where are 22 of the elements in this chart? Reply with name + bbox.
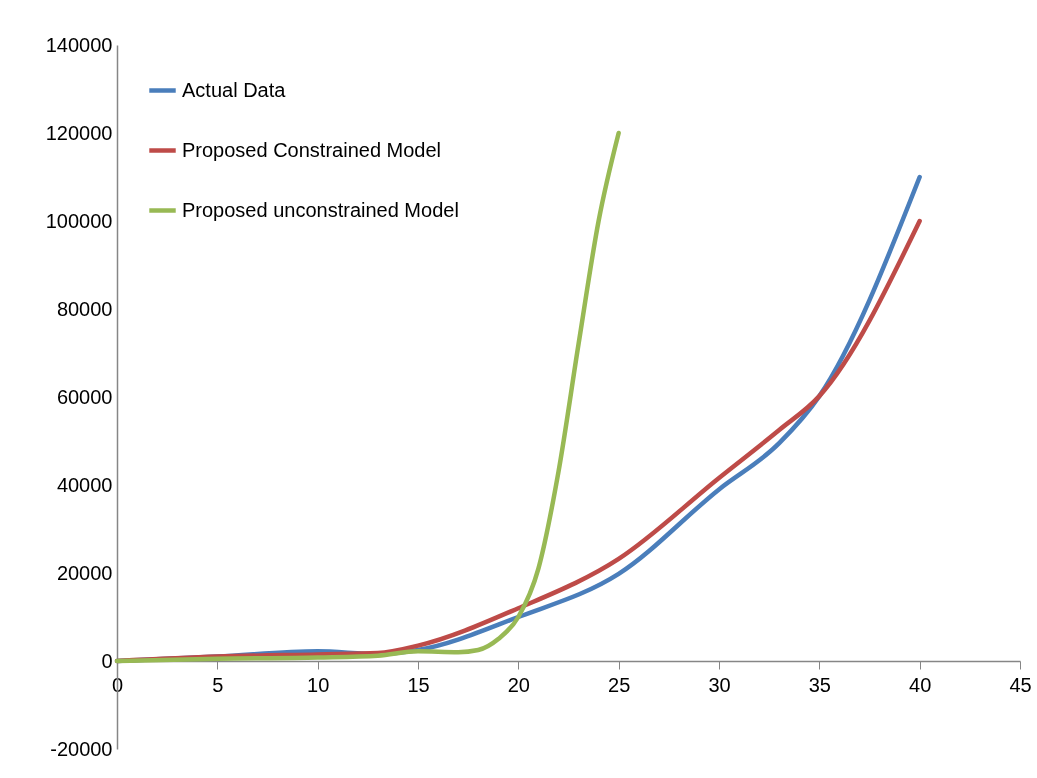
legend-label: Actual Data — [182, 78, 287, 101]
y-tick-label: 100000 — [45, 209, 113, 232]
y-tick-label: 0 — [101, 649, 113, 672]
y-tick-label: 40000 — [56, 473, 113, 496]
x-tick-label: 25 — [608, 673, 631, 696]
x-tick-label: 20 — [507, 673, 530, 696]
legend-label: Proposed unconstrained Model — [182, 198, 459, 221]
x-tick-label: 10 — [307, 673, 330, 696]
x-tick-label: 5 — [212, 673, 224, 696]
y-tick-label: 80000 — [56, 297, 113, 320]
y-tick-label: -20000 — [50, 737, 113, 760]
y-tick-label: 60000 — [56, 385, 113, 408]
x-tick-label: 45 — [1009, 673, 1032, 696]
x-tick-label: 40 — [909, 673, 932, 696]
legend-label: Proposed Constrained Model — [182, 138, 442, 161]
x-tick-label: 15 — [407, 673, 430, 696]
y-tick-label: 140000 — [45, 33, 113, 56]
line-series — [114, 130, 621, 664]
x-tick-label: 35 — [808, 673, 831, 696]
y-tick-label: 20000 — [56, 561, 113, 584]
y-tick-label: 120000 — [45, 121, 113, 144]
x-tick-label: 30 — [708, 673, 731, 696]
